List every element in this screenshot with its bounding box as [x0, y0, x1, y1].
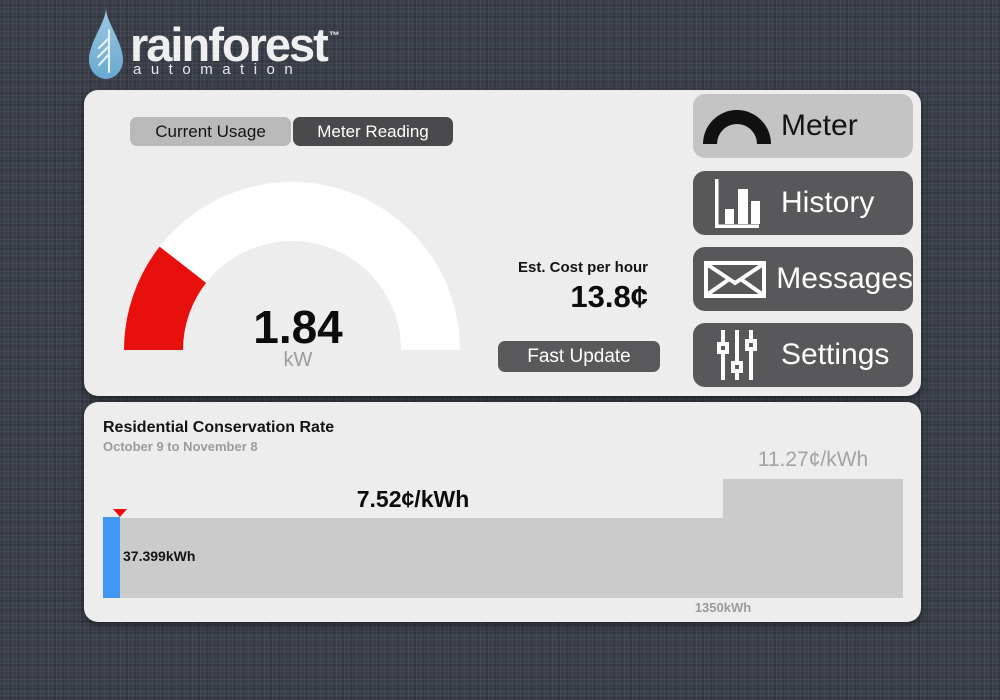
tier2-rate-label: 11.27¢/kWh	[757, 448, 869, 471]
nav-button-messages[interactable]: Messages	[693, 247, 913, 311]
sliders-icon	[693, 329, 781, 381]
nav-button-history[interactable]: History	[693, 171, 913, 235]
tier1-rate-label: 7.52¢/kWh	[356, 486, 470, 512]
gauge-unit: kW	[283, 349, 313, 371]
tier-boundary-label: 1350kWh	[694, 600, 752, 615]
gauge-value: 1.84	[253, 301, 343, 353]
nav-label: Meter	[781, 109, 858, 142]
current-usage-bar	[103, 517, 120, 598]
nav-button-settings[interactable]: Settings	[693, 323, 913, 387]
gauge-icon	[693, 108, 781, 144]
brand-tagline: automation	[133, 61, 303, 78]
brand-name: rainforest ™	[130, 18, 340, 71]
nav-label: Settings	[781, 338, 890, 371]
raindrop-logo-icon	[89, 8, 123, 79]
meter-panel: Current Usage Meter Reading 1.84 kW Est.…	[84, 90, 921, 396]
nav-label: History	[781, 186, 875, 219]
usage-gauge	[124, 182, 460, 350]
rate-date-range: October 9 to November 8	[103, 439, 258, 454]
brand-logo: rainforest ™ automation	[85, 6, 405, 86]
rate-title: Residential Conservation Rate	[103, 419, 335, 436]
tier1-rate-bar	[103, 518, 723, 598]
envelope-icon	[693, 260, 776, 298]
tier2-rate-bar	[723, 479, 903, 598]
fast-update-button[interactable]: Fast Update	[498, 341, 660, 372]
current-usage-label: 37.399kWh	[123, 548, 196, 564]
tab-current-usage[interactable]: Current Usage	[130, 117, 291, 146]
nav-button-meter[interactable]: Meter	[693, 94, 913, 158]
bar-chart-icon	[693, 175, 781, 231]
rate-panel: Residential Conservation Rate October 9 …	[84, 402, 921, 622]
tab-meter-reading[interactable]: Meter Reading	[293, 117, 453, 146]
trademark-symbol: ™	[328, 30, 340, 42]
nav-label: Messages	[776, 262, 913, 295]
usage-position-marker-icon	[113, 509, 127, 517]
est-cost-label: Est. Cost per hour	[517, 259, 648, 276]
est-cost-value: 13.8¢	[570, 279, 648, 314]
